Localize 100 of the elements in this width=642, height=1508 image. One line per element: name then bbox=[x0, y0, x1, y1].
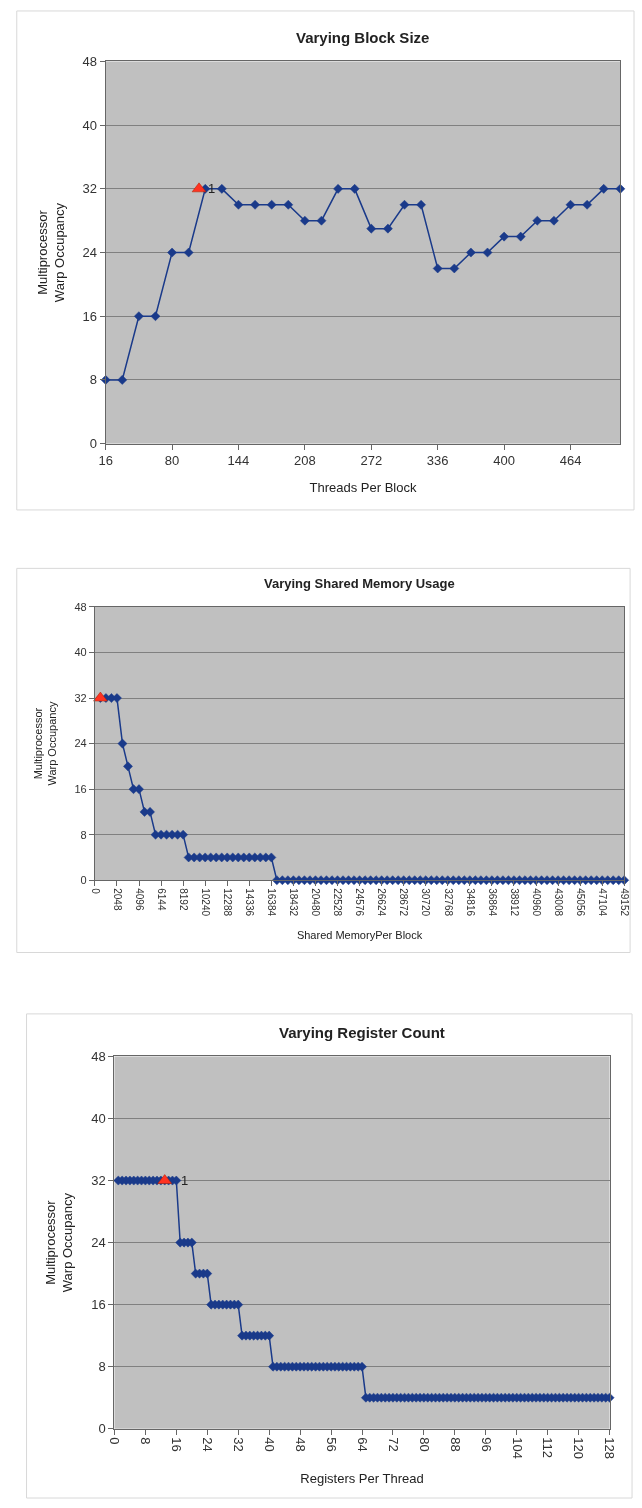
y-tick-label: 8 bbox=[89, 372, 98, 388]
chart-title: Varying Register Count bbox=[279, 1024, 445, 1041]
x-tick-label: 72 bbox=[385, 1437, 401, 1452]
point bbox=[217, 184, 227, 194]
x-tick-label: 38912 bbox=[508, 888, 520, 917]
x-tick-label: 8 bbox=[138, 1437, 154, 1445]
y-tick-label: 8 bbox=[98, 1359, 106, 1375]
point bbox=[150, 311, 161, 322]
x-tick-label: 26624 bbox=[376, 888, 388, 917]
point bbox=[366, 223, 377, 234]
point bbox=[532, 215, 543, 226]
point bbox=[466, 247, 476, 258]
point bbox=[266, 199, 277, 210]
x-tick-label: 49152 bbox=[618, 888, 630, 917]
point bbox=[117, 375, 128, 385]
x-axis-title: Registers Per Thread bbox=[300, 1470, 424, 1486]
point bbox=[316, 215, 327, 226]
point bbox=[167, 247, 177, 258]
x-tick-label: 96 bbox=[478, 1437, 494, 1452]
point bbox=[515, 231, 526, 242]
point bbox=[349, 184, 360, 194]
x-tick-label: 24 bbox=[200, 1437, 216, 1452]
y-tick-label: 32 bbox=[82, 181, 98, 197]
x-tick-label: 336 bbox=[426, 453, 449, 469]
y-tick-label: 48 bbox=[91, 1049, 106, 1065]
point bbox=[134, 311, 144, 322]
point bbox=[416, 199, 426, 210]
x-tick-label: 10240 bbox=[199, 888, 211, 917]
y-axis-title: Multiprocessor Warp Occupancy bbox=[31, 701, 59, 786]
x-tick-label: 464 bbox=[559, 453, 582, 469]
x-tick-label: 8192 bbox=[177, 888, 189, 911]
x-tick-label: 18432 bbox=[288, 888, 300, 917]
y-tick-label: 16 bbox=[82, 308, 98, 324]
y-tick-label: 24 bbox=[91, 1235, 106, 1251]
x-tick-label: 40960 bbox=[530, 888, 542, 917]
x-tick-label: 40 bbox=[261, 1437, 277, 1452]
point bbox=[183, 247, 194, 258]
point bbox=[549, 215, 559, 226]
x-tick-label: 88 bbox=[447, 1437, 463, 1452]
y-tick-label: 8 bbox=[80, 828, 87, 841]
x-tick-label: 12288 bbox=[221, 888, 233, 917]
point bbox=[598, 184, 609, 194]
x-tick-label: 28672 bbox=[398, 888, 410, 917]
y-axis-title: Multiprocessor Warp Occupancy bbox=[34, 202, 67, 303]
y-tick-label: 48 bbox=[74, 600, 87, 613]
x-tick-label: 112 bbox=[540, 1437, 556, 1459]
x-tick-label: 400 bbox=[493, 453, 515, 469]
y-tick-label: 24 bbox=[74, 737, 87, 750]
x-tick-label: 128 bbox=[602, 1437, 618, 1460]
x-tick-label: 80 bbox=[416, 1437, 432, 1452]
point bbox=[499, 231, 509, 242]
y-tick-label: 32 bbox=[74, 691, 87, 704]
x-tick-label: 6144 bbox=[155, 888, 167, 911]
x-axis-title: Threads Per Block bbox=[309, 479, 417, 495]
point bbox=[250, 199, 260, 210]
x-tick-label: 14336 bbox=[244, 888, 256, 917]
x-tick-label: 32 bbox=[230, 1437, 246, 1452]
chart-title: Varying Shared Memory Usage bbox=[264, 576, 455, 591]
x-tick-label: 16 bbox=[169, 1437, 185, 1452]
x-tick-label: 2048 bbox=[111, 888, 123, 911]
x-tick-label: 43008 bbox=[552, 888, 564, 917]
x-tick-label: 272 bbox=[360, 453, 383, 469]
point bbox=[482, 247, 493, 258]
point bbox=[582, 199, 592, 210]
x-tick-label: 24576 bbox=[354, 888, 366, 917]
y-tick-label: 40 bbox=[91, 1111, 106, 1127]
x-tick-label: 4096 bbox=[133, 888, 145, 911]
x-tick-label: 22528 bbox=[332, 888, 344, 917]
chart-title: Varying Block Size bbox=[296, 29, 430, 46]
y-axis-title: Multiprocessor Warp Occupancy bbox=[43, 1192, 76, 1293]
x-tick-label: 64 bbox=[354, 1437, 370, 1452]
y-tick-label: 24 bbox=[82, 245, 98, 261]
point bbox=[283, 199, 294, 210]
point bbox=[300, 215, 310, 226]
x-tick-label: 20480 bbox=[310, 888, 322, 917]
point bbox=[399, 199, 410, 210]
x-tick-label: 47104 bbox=[596, 888, 608, 917]
x-tick-label: 120 bbox=[571, 1437, 587, 1460]
point bbox=[432, 263, 443, 274]
point bbox=[449, 263, 460, 274]
point bbox=[615, 184, 626, 194]
x-axis-title: Shared MemoryPer Block bbox=[296, 928, 423, 941]
annotation: 1 bbox=[181, 1173, 189, 1188]
x-tick-label: 34816 bbox=[464, 888, 476, 917]
point bbox=[565, 199, 576, 210]
x-tick-label: 16384 bbox=[266, 888, 278, 917]
x-tick-label: 36864 bbox=[486, 888, 498, 917]
x-tick-label: 104 bbox=[509, 1437, 525, 1460]
point bbox=[333, 184, 343, 194]
y-tick-label: 0 bbox=[89, 436, 98, 452]
x-tick-label: 30720 bbox=[420, 888, 432, 917]
x-tick-label: 80 bbox=[164, 453, 180, 469]
point bbox=[383, 223, 393, 234]
x-tick-label: 45056 bbox=[574, 888, 586, 917]
x-tick-label: 48 bbox=[292, 1437, 308, 1452]
y-tick-label: 32 bbox=[91, 1173, 106, 1189]
y-tick-label: 16 bbox=[74, 782, 87, 795]
x-tick-label: 56 bbox=[323, 1437, 339, 1452]
y-tick-label: 16 bbox=[91, 1297, 106, 1313]
y-tick-label: 0 bbox=[80, 874, 87, 887]
